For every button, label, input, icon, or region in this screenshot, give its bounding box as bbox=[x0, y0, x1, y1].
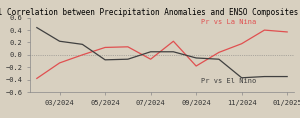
Text: Pr vs La Nina: Pr vs La Nina bbox=[201, 19, 256, 25]
Title: Spatial Correlation between Precipitation Anomalies and ENSO Composites (40°N-40: Spatial Correlation between Precipitatio… bbox=[0, 8, 300, 17]
Text: Pr vs El Nino: Pr vs El Nino bbox=[201, 78, 256, 84]
